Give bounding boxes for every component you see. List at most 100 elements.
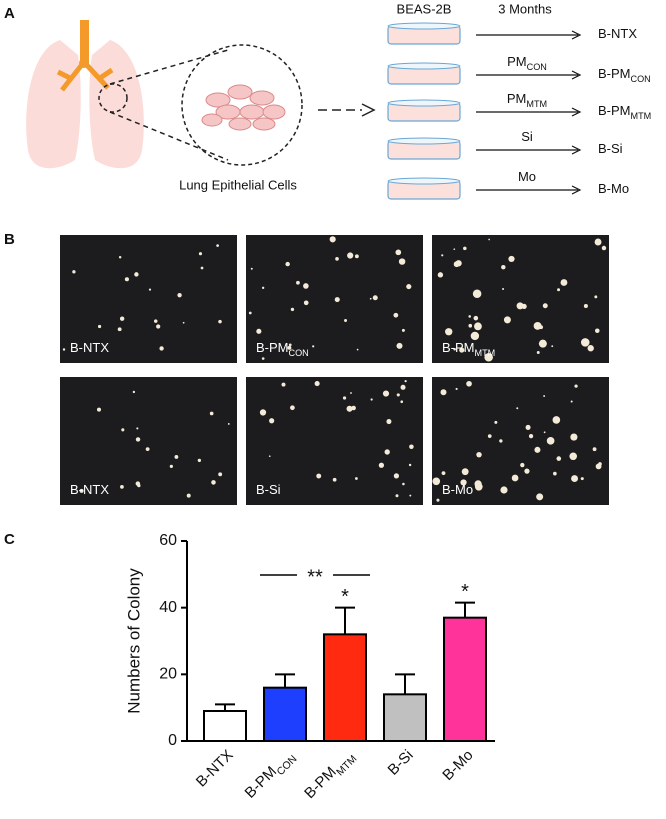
colony — [488, 238, 490, 241]
colony — [186, 493, 191, 498]
colony — [350, 392, 352, 394]
arrow-head — [571, 185, 582, 195]
colony — [97, 324, 102, 329]
result-label: B-Mo — [598, 181, 629, 196]
colony-image — [60, 377, 237, 505]
image-label: B-NTX — [70, 340, 109, 355]
colony — [347, 252, 354, 259]
colony — [396, 342, 403, 349]
colony — [441, 254, 444, 257]
colony — [96, 407, 101, 412]
colony — [501, 264, 506, 270]
colony — [79, 488, 84, 493]
y-axis-label: Numbers of Colony — [124, 568, 143, 714]
colony — [453, 248, 456, 251]
colony — [574, 384, 578, 388]
colony — [400, 384, 406, 390]
colony — [120, 485, 124, 489]
x-tick-label-sub: MTM — [334, 753, 359, 778]
result-label-main: B-Si — [598, 141, 623, 156]
result-label: B-NTX — [598, 26, 637, 41]
colony — [159, 346, 164, 351]
colony — [177, 292, 182, 298]
colony — [461, 468, 469, 476]
dish-rim — [387, 22, 461, 30]
colony — [268, 455, 271, 458]
x-tick-label: B-NTX — [193, 747, 237, 791]
result-label-main: B-Mo — [598, 181, 629, 196]
y-tick-label: 0 — [168, 732, 177, 749]
colony — [335, 257, 339, 261]
arrow-head — [571, 145, 582, 155]
colony — [370, 398, 373, 401]
x-tick-label-main: B-Si — [385, 747, 417, 779]
treatment-label-sub: MTM — [526, 99, 547, 109]
colony — [598, 462, 602, 466]
colony — [484, 352, 493, 362]
colony — [182, 321, 185, 324]
colony — [595, 328, 600, 334]
treatment-label-main: Mo — [518, 169, 536, 184]
colony — [145, 447, 150, 451]
treatment-label: PMMTM — [507, 91, 547, 109]
colony — [516, 302, 524, 310]
colony — [570, 433, 578, 441]
colony — [538, 339, 547, 348]
panel-label: A — [4, 5, 15, 22]
colony — [135, 437, 141, 442]
colony — [511, 474, 519, 482]
colony — [137, 484, 141, 488]
colony — [474, 322, 482, 331]
colony — [400, 400, 404, 404]
colony — [153, 319, 158, 323]
colony — [314, 381, 320, 387]
colony — [398, 258, 406, 265]
colony — [332, 477, 337, 482]
colony — [211, 480, 216, 485]
colony — [546, 436, 555, 445]
colony — [334, 297, 340, 303]
image-label-main: B-PM — [442, 340, 475, 355]
colony — [198, 252, 203, 256]
colony — [508, 255, 515, 263]
image-label: B-PMMTM — [442, 340, 495, 358]
x-tick-label: B-PMMTM — [301, 747, 359, 805]
colony — [269, 418, 275, 424]
arrow-head — [571, 70, 582, 80]
colony — [476, 451, 482, 458]
colony — [580, 477, 584, 481]
image-label-main: B-Mo — [442, 482, 473, 497]
colony — [296, 280, 300, 285]
colony — [560, 279, 568, 286]
colony — [216, 244, 219, 247]
result-label: B-PMCON — [598, 66, 651, 84]
image-label: B-Si — [256, 482, 281, 497]
image-label-main: B-PM — [256, 340, 289, 355]
colony — [250, 267, 253, 270]
colony — [256, 328, 262, 334]
y-tick-label: 40 — [159, 599, 177, 616]
colony — [524, 468, 530, 474]
colony — [468, 323, 473, 328]
colony-image — [60, 235, 237, 363]
colony — [520, 462, 525, 468]
colony — [432, 477, 441, 486]
lung-illustration — [26, 20, 376, 169]
colony — [503, 316, 511, 324]
colony — [459, 347, 465, 353]
colony — [344, 319, 347, 322]
colony — [569, 452, 577, 461]
colony — [356, 348, 359, 351]
colony — [583, 304, 588, 309]
x-tick-label: B-Si — [385, 747, 417, 779]
colony — [148, 288, 152, 291]
colony — [570, 400, 573, 403]
colony-image — [246, 377, 423, 505]
colony — [587, 345, 594, 352]
colony — [536, 351, 540, 354]
result-label-sub: MTM — [631, 111, 652, 121]
image-label-main: B-Si — [256, 482, 281, 497]
colony — [303, 300, 309, 306]
colony — [440, 389, 447, 396]
